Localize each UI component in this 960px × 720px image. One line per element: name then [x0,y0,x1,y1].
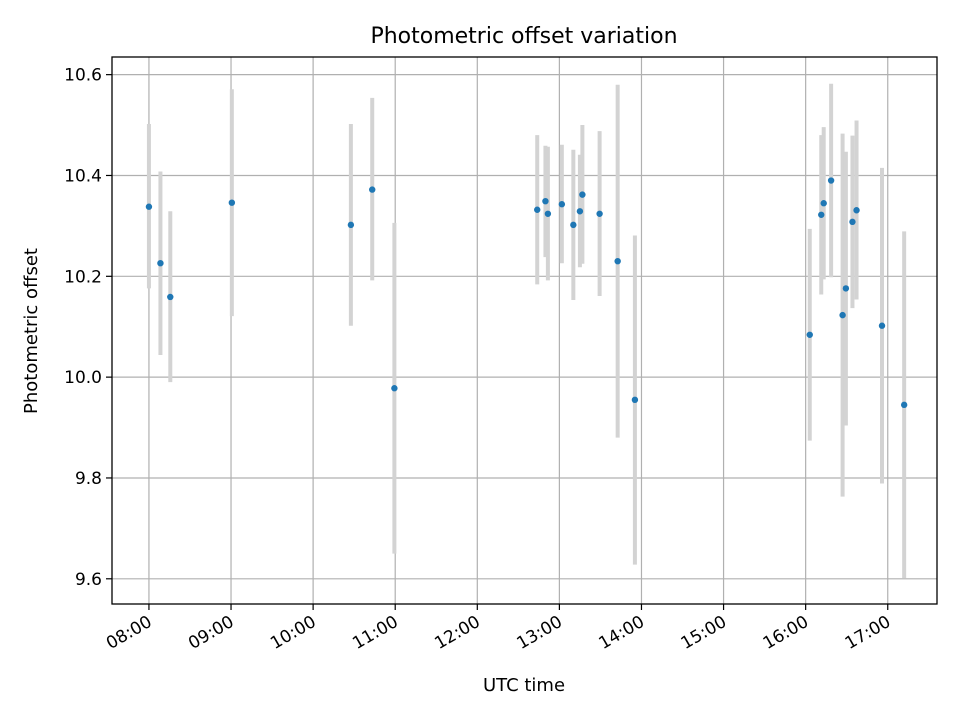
data-point [842,285,850,292]
y-axis-label: Photometric offset [21,248,42,414]
plot-frame [111,56,938,605]
data-point [391,385,398,392]
data-point [228,199,236,206]
data-point [570,221,577,229]
data-point [818,211,825,218]
data-point [579,191,586,198]
data-point [157,259,164,267]
x-axis-label: UTC time [483,675,565,696]
data-point [347,221,355,229]
data-point [576,208,584,215]
data-point [827,177,835,184]
data-point [544,210,552,217]
data-point [534,206,541,213]
data-point [806,331,813,338]
grid-layer [112,57,937,604]
data-point [558,201,566,208]
y-tick-label: 10.4 [64,166,102,186]
y-tick-label: 9.8 [75,469,102,489]
data-point [596,210,603,217]
data-point [878,322,886,329]
point-layer [145,177,908,409]
y-tick-label: 10.6 [64,66,102,86]
data-point [167,293,174,301]
y-tick-label: 10.2 [64,267,102,287]
data-point [853,207,860,214]
y-axis: 9.6 9.8 10.0 10.2 10.4 10.6 [64,66,112,590]
data-point [631,396,639,404]
data-point [614,257,621,265]
data-point [849,218,856,226]
y-tick-label: 9.6 [75,570,102,590]
data-point [900,401,908,409]
chart-title: Photometric offset variation [370,24,677,49]
data-point [839,311,846,319]
data-point [542,197,549,205]
data-point [820,200,827,207]
y-tick-label: 10.0 [64,368,102,388]
data-point [145,203,153,210]
data-point [369,186,376,193]
